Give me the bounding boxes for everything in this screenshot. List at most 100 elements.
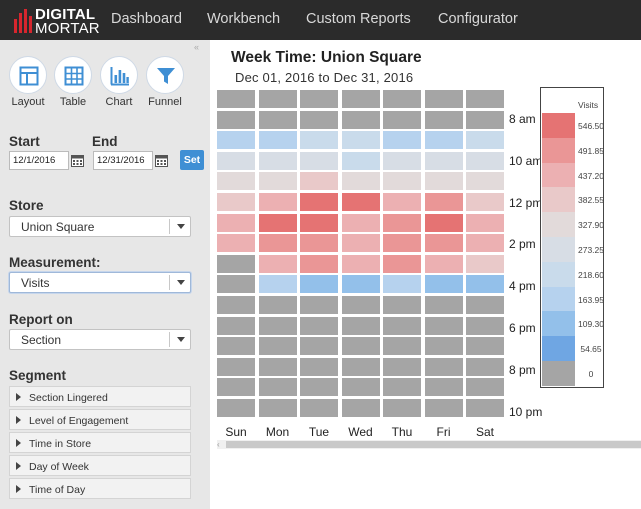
heatmap-cell[interactable]	[383, 151, 421, 170]
heatmap-cell[interactable]	[258, 90, 297, 108]
heatmap-cell[interactable]	[217, 357, 255, 376]
heatmap-cell[interactable]	[217, 316, 255, 335]
heatmap-cell[interactable]	[383, 131, 421, 150]
heatmap-cell[interactable]	[341, 213, 380, 232]
heatmap-cell[interactable]	[341, 110, 380, 129]
heatmap-cell[interactable]	[424, 151, 463, 170]
heatmap-cell[interactable]	[466, 193, 504, 211]
sidebar-collapse-icon[interactable]: «	[194, 42, 200, 52]
heatmap-cell[interactable]	[258, 151, 297, 170]
heatmap-cell[interactable]	[466, 378, 504, 397]
heatmap-cell[interactable]	[383, 254, 421, 273]
heatmap-cell[interactable]	[466, 316, 504, 335]
heatmap-cell[interactable]	[217, 378, 255, 397]
heatmap-cell[interactable]	[466, 131, 504, 150]
horizontal-scrollbar[interactable]: ‹	[217, 440, 641, 449]
heatmap-cell[interactable]	[300, 193, 338, 211]
nav-configurator[interactable]: Configurator	[438, 11, 518, 27]
heatmap-cell[interactable]	[341, 316, 380, 335]
set-date-button[interactable]: Set	[180, 150, 204, 170]
heatmap-cell[interactable]	[424, 316, 463, 335]
heatmap-cell[interactable]	[466, 172, 504, 191]
heatmap-cell[interactable]	[258, 172, 297, 191]
heatmap-cell[interactable]	[424, 254, 463, 273]
heatmap-cell[interactable]	[383, 316, 421, 335]
heatmap-cell[interactable]	[258, 316, 297, 335]
heatmap-cell[interactable]	[424, 296, 463, 314]
heatmap-cell[interactable]	[466, 110, 504, 129]
heatmap-cell[interactable]	[258, 254, 297, 273]
end-calendar-icon[interactable]	[155, 154, 168, 167]
heatmap-cell[interactable]	[300, 90, 338, 108]
store-select[interactable]: Union Square	[9, 216, 191, 237]
heatmap-cell[interactable]	[217, 151, 255, 170]
heatmap-cell[interactable]	[300, 213, 338, 232]
heatmap-cell[interactable]	[341, 296, 380, 314]
layout-view-button[interactable]	[9, 56, 47, 94]
heatmap-cell[interactable]	[217, 254, 255, 273]
segment-time-in-store[interactable]: Time in Store	[9, 432, 191, 453]
heatmap-cell[interactable]	[341, 337, 380, 356]
heatmap-cell[interactable]	[300, 316, 338, 335]
heatmap-cell[interactable]	[217, 90, 255, 108]
segment-level-of-engagement[interactable]: Level of Engagement	[9, 409, 191, 430]
heatmap-cell[interactable]	[424, 213, 463, 232]
heatmap-cell[interactable]	[217, 172, 255, 191]
heatmap-cell[interactable]	[424, 90, 463, 108]
heatmap-cell[interactable]	[300, 172, 338, 191]
heatmap-cell[interactable]	[424, 337, 463, 356]
nav-custom-reports[interactable]: Custom Reports	[306, 11, 411, 27]
heatmap-cell[interactable]	[258, 275, 297, 294]
heatmap-cell[interactable]	[466, 213, 504, 232]
heatmap-cell[interactable]	[424, 110, 463, 129]
segment-section-lingered[interactable]: Section Lingered	[9, 386, 191, 407]
heatmap-cell[interactable]	[466, 275, 504, 294]
heatmap-cell[interactable]	[383, 90, 421, 108]
heatmap-cell[interactable]	[383, 378, 421, 397]
heatmap-cell[interactable]	[300, 399, 338, 417]
heatmap-cell[interactable]	[217, 275, 255, 294]
heatmap-cell[interactable]	[466, 337, 504, 356]
heatmap-cell[interactable]	[300, 151, 338, 170]
heatmap-cell[interactable]	[424, 275, 463, 294]
heatmap-cell[interactable]	[424, 399, 463, 417]
heatmap-cell[interactable]	[466, 296, 504, 314]
report-on-select[interactable]: Section	[9, 329, 191, 350]
heatmap-cell[interactable]	[341, 172, 380, 191]
heatmap-cell[interactable]	[300, 254, 338, 273]
start-date-input[interactable]: 12/1/2016	[9, 151, 69, 170]
heatmap-cell[interactable]	[424, 172, 463, 191]
heatmap-cell[interactable]	[217, 193, 255, 211]
heatmap-cell[interactable]	[217, 296, 255, 314]
heatmap-cell[interactable]	[258, 131, 297, 150]
heatmap-cell[interactable]	[300, 234, 338, 253]
heatmap-cell[interactable]	[383, 172, 421, 191]
heatmap-cell[interactable]	[466, 254, 504, 273]
heatmap-cell[interactable]	[466, 357, 504, 376]
heatmap-cell[interactable]	[258, 378, 297, 397]
nav-workbench[interactable]: Workbench	[207, 11, 281, 27]
heatmap-cell[interactable]	[383, 110, 421, 129]
end-date-input[interactable]: 12/31/2016	[93, 151, 153, 170]
digital-mortar-logo[interactable]: DIGITAL MORTAR	[14, 6, 100, 37]
heatmap-cell[interactable]	[341, 90, 380, 108]
heatmap-cell[interactable]	[258, 399, 297, 417]
heatmap-cell[interactable]	[383, 213, 421, 232]
heatmap-cell[interactable]	[383, 357, 421, 376]
heatmap-cell[interactable]	[383, 193, 421, 211]
heatmap-cell[interactable]	[217, 234, 255, 253]
heatmap-cell[interactable]	[217, 399, 255, 417]
heatmap-cell[interactable]	[341, 357, 380, 376]
measurement-select[interactable]: Visits	[9, 272, 191, 293]
nav-dashboard[interactable]: Dashboard	[111, 11, 182, 27]
heatmap-cell[interactable]	[258, 357, 297, 376]
heatmap-cell[interactable]	[258, 213, 297, 232]
heatmap-cell[interactable]	[217, 337, 255, 356]
heatmap-cell[interactable]	[341, 193, 380, 211]
heatmap-cell[interactable]	[341, 378, 380, 397]
heatmap-cell[interactable]	[341, 151, 380, 170]
heatmap-cell[interactable]	[300, 378, 338, 397]
heatmap-cell[interactable]	[424, 131, 463, 150]
chart-view-button[interactable]	[100, 56, 138, 94]
heatmap-cell[interactable]	[300, 131, 338, 150]
